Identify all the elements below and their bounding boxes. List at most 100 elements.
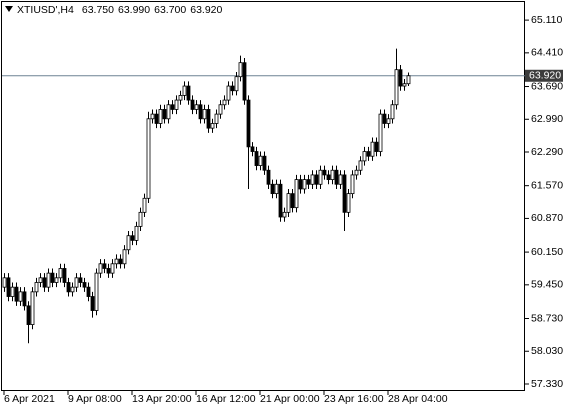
candle-body (362, 151, 367, 162)
candle-body (226, 85, 231, 101)
candle-body (110, 263, 115, 274)
candle-body (54, 277, 59, 283)
y-tick-label: 63.690 (531, 80, 563, 92)
candle-body (402, 83, 407, 87)
candle-body (294, 179, 299, 209)
header-value: 63.750 (82, 4, 114, 16)
candle-body (398, 69, 403, 87)
candle-body (246, 99, 251, 148)
x-tick-label: 28 Apr 04:00 (388, 393, 448, 405)
candle-body (190, 99, 195, 110)
x-tick-label: 16 Apr 12:00 (196, 393, 256, 405)
candle-body (206, 109, 211, 129)
candle-body (198, 104, 203, 120)
x-tick-label: 9 Apr 08:00 (68, 393, 122, 405)
candle-body (222, 99, 227, 106)
candle-body (386, 118, 391, 124)
candle-body (278, 183, 283, 218)
y-tick-label: 60.150 (531, 246, 563, 258)
candle-body (358, 160, 363, 171)
candle-body (350, 174, 355, 195)
plot-area (1, 1, 525, 391)
candle-body (274, 183, 279, 195)
candle-body (126, 235, 131, 251)
candle-body (170, 104, 175, 110)
candle-body (330, 169, 335, 180)
candle-body (130, 235, 135, 241)
candle-body (70, 286, 75, 293)
candle-body (114, 258, 119, 265)
candle-body (106, 268, 111, 274)
y-tick-label: 59.450 (531, 279, 563, 291)
y-tick-label: 58.730 (531, 312, 563, 324)
candle-body (194, 104, 199, 110)
candle-body (142, 197, 147, 213)
candle-body (282, 211, 287, 218)
candle-body (370, 141, 375, 157)
candle-body (98, 263, 103, 274)
candle-body (18, 291, 23, 302)
candle-body (6, 277, 11, 297)
candle-body (154, 113, 159, 124)
candle-body (354, 169, 359, 176)
candle-body (302, 179, 307, 190)
candle-body (150, 113, 155, 120)
candle-body (66, 282, 71, 293)
candle-body (266, 169, 271, 185)
candle-body (2, 277, 7, 288)
candle-body (74, 277, 79, 288)
candle-body (10, 286, 15, 297)
candle-body (118, 258, 123, 265)
candle-body (230, 85, 235, 92)
candle-body (62, 268, 67, 283)
candle-body (346, 193, 351, 213)
chart-title: XTIUSD',H4 (17, 4, 74, 16)
candle-body (22, 291, 27, 307)
candle-body (306, 179, 311, 185)
candle-body (390, 104, 395, 120)
candle-body (314, 174, 319, 185)
candle-body (90, 296, 95, 311)
candle-body (122, 249, 127, 265)
x-tick-label: 13 Apr 20:00 (132, 393, 192, 405)
candle-body (378, 113, 383, 152)
candle-body (242, 62, 247, 101)
y-tick-label: 65.110 (531, 14, 562, 26)
candle-body (178, 95, 183, 101)
candle-body (86, 286, 91, 297)
candle-body (50, 272, 55, 283)
candle-body (290, 193, 295, 209)
last-price-box (525, 69, 563, 82)
candle-body (14, 286, 19, 302)
candle-body (78, 277, 83, 283)
candle-body (374, 141, 379, 152)
candle-body (218, 104, 223, 115)
candle-body (166, 104, 171, 120)
x-tick-label: 6 Apr 2021 (4, 393, 55, 405)
x-tick-label: 21 Apr 00:00 (260, 393, 320, 405)
candle-body (406, 75, 411, 85)
candle-body (134, 225, 139, 241)
candle-body (34, 282, 39, 293)
candle-body (326, 174, 331, 180)
candle-body (258, 155, 263, 166)
y-tick-label: 61.570 (531, 179, 563, 191)
candle-body (26, 305, 31, 325)
candle-body (322, 169, 327, 176)
candle-body (318, 169, 323, 185)
candle-body (214, 113, 219, 124)
y-tick-label: 57.330 (531, 378, 563, 390)
candle-body (234, 76, 239, 92)
candle-body (182, 85, 187, 96)
candle-body (138, 211, 143, 227)
candle-body (270, 183, 275, 195)
candle-body (102, 263, 107, 269)
candle-body (298, 179, 303, 190)
x-tick-label: 23 Apr 16:00 (324, 393, 384, 405)
candle-body (46, 272, 51, 288)
candle-body (342, 174, 347, 213)
candle-body (238, 62, 243, 78)
candle-body (262, 155, 267, 171)
candle-body (310, 174, 315, 185)
y-tick-label: 58.030 (531, 345, 563, 357)
